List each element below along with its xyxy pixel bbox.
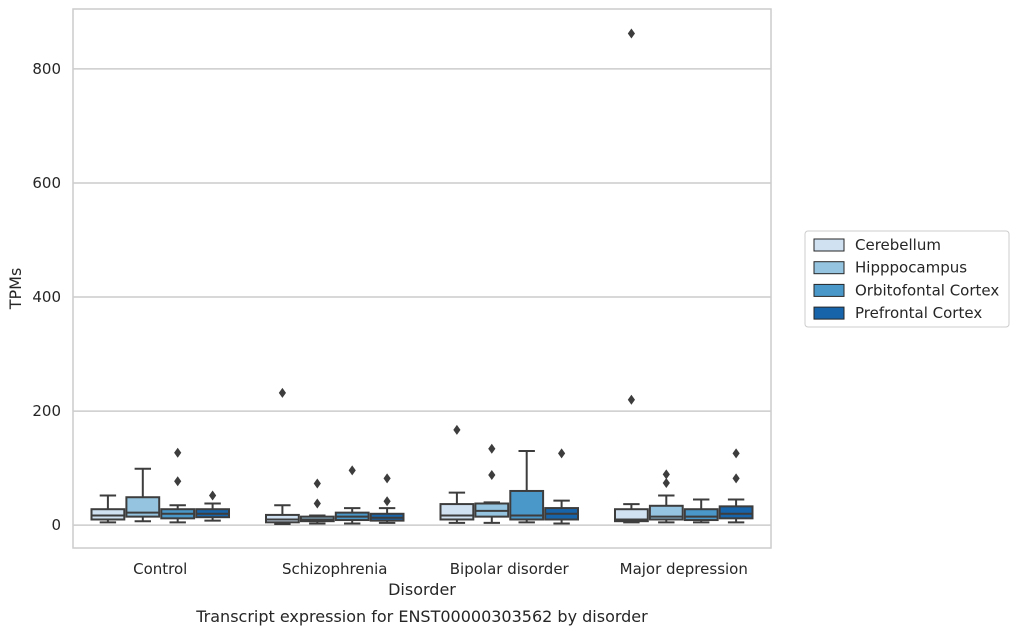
box-iqr [125,496,161,518]
x-tick-label: Control [133,560,187,578]
y-tick-label: 400 [32,288,61,306]
box-cerebellum [264,387,300,526]
y-tick-label: 800 [32,60,61,78]
legend-items: Cerebellum Hipppocampus Orbitofontal Corte… [813,236,999,322]
legend-swatch [813,238,845,252]
outlier-point [174,447,182,458]
box-prefrontal-cortex [718,448,754,524]
outlier-point [209,490,217,501]
outlier-point [453,424,461,435]
box-hipppocampus [125,467,161,523]
x-tick-labels: Control Schizophrenia Bipolar disorder Majo… [133,560,748,578]
box-orbitofontal-cortex [509,450,545,524]
outlier-point [488,443,496,454]
outlier-point [558,448,566,459]
legend-label: Cerebellum [855,236,941,254]
box-iqr [90,508,126,521]
legend-label: Orbitofontal Cortex [855,281,999,299]
chart-caption: Transcript expression for ENST0000030356… [195,607,648,626]
outlier-point [732,448,740,459]
box-cerebellum [90,494,126,524]
outlier-point [488,469,496,480]
box-iqr [683,508,719,522]
y-axis-title: TPMs [6,268,25,311]
legend-swatch [813,261,845,275]
legend-swatch [813,283,845,297]
legend-label: Hipppocampus [855,259,967,277]
box-prefrontal-cortex [544,448,580,525]
box-iqr [439,503,475,521]
outlier-point [383,473,391,484]
legend-label: Prefrontal Cortex [855,304,982,322]
y-tick-label: 0 [51,516,61,534]
box-orbitofontal-cortex [334,465,370,525]
y-tick-label: 200 [32,402,61,420]
outlier-point [313,498,321,509]
legend: Cerebellum Hipppocampus Orbitofontal Corte… [804,230,1010,328]
box-orbitofontal-cortex [160,447,196,524]
outlier-point [662,477,670,488]
outlier-point [348,465,356,476]
y-tick-labels: 0 200 400 600 800 [32,60,61,534]
box-prefrontal-cortex [195,490,231,522]
outlier-point [278,387,286,398]
outlier-point [732,473,740,484]
x-tick-label: Schizophrenia [282,560,387,578]
box-hipppocampus [299,478,335,525]
outlier-point [627,28,635,39]
box-hipppocampus [474,443,510,524]
box-cerebellum [613,28,649,524]
x-tick-label: Bipolar disorder [450,560,570,578]
box-cerebellum [439,424,475,524]
outlier-point [662,469,670,480]
box-orbitofontal-cortex [683,498,719,524]
outlier-point [174,476,182,487]
box-prefrontal-cortex [369,473,405,524]
outlier-point [313,478,321,489]
x-tick-label: Major depression [620,560,748,578]
plot-area-frame [72,8,772,549]
box-iqr [718,505,754,520]
box-iqr [613,508,649,523]
legend-frame [804,230,1010,328]
outlier-point [627,394,635,405]
boxes [90,28,754,526]
y-tick-label: 600 [32,174,61,192]
x-axis-title: Disorder [388,580,456,599]
legend-swatch [813,306,845,320]
grid-lines [73,68,771,526]
outlier-point [383,496,391,507]
box-hipppocampus [648,469,684,524]
